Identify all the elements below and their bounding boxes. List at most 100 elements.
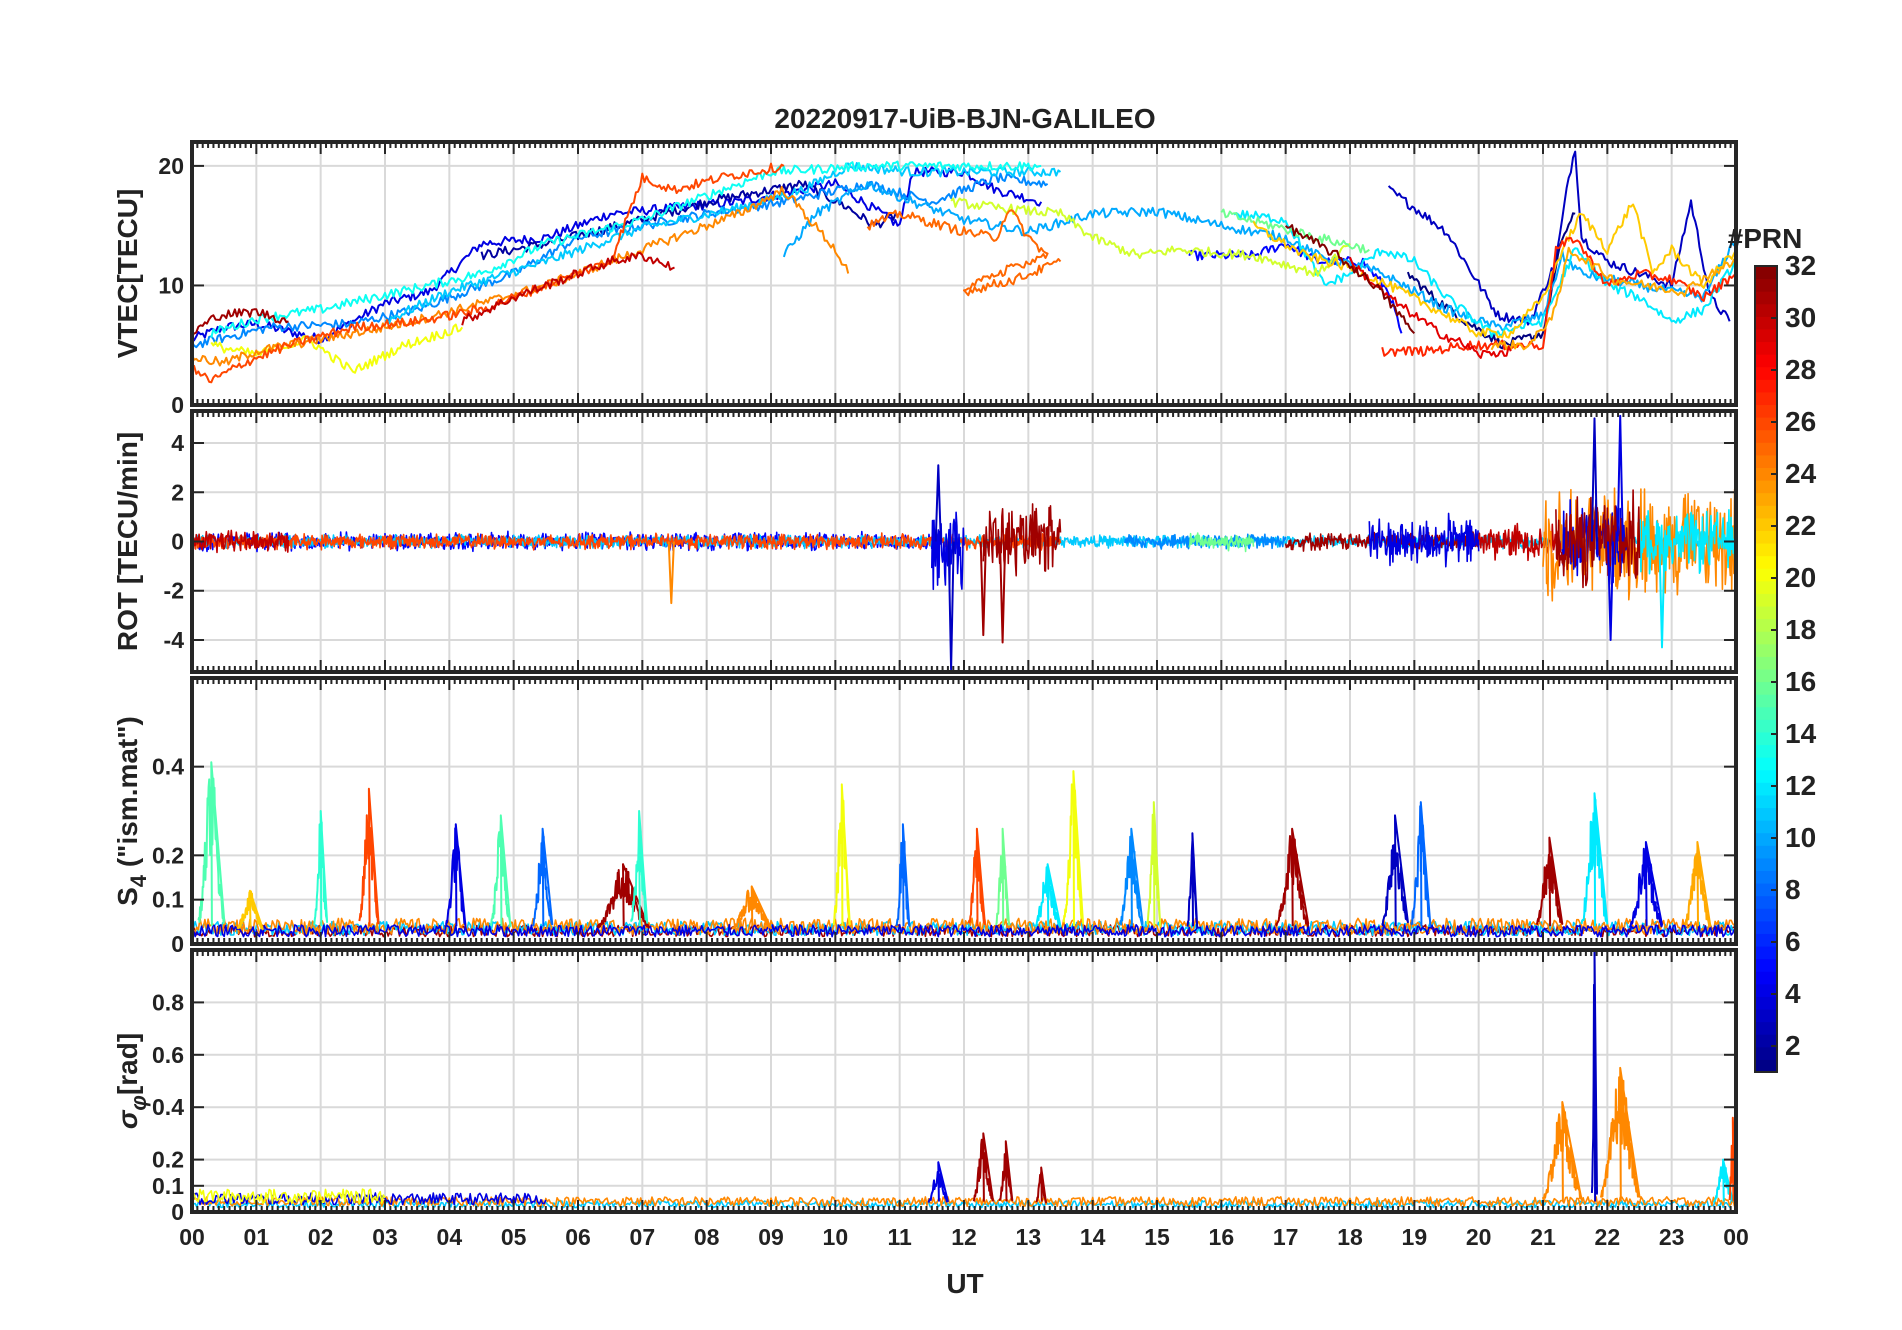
y-tick-label: 0	[171, 392, 184, 418]
x-tick-label: 02	[308, 1224, 334, 1250]
colorbar-segment	[1755, 391, 1777, 406]
colorbar-segment	[1755, 631, 1777, 645]
colorbar-segment	[1755, 266, 1777, 280]
x-tick-label: 01	[244, 1224, 270, 1250]
colorbar-segment	[1755, 794, 1777, 809]
y-tick-label: 0.8	[152, 989, 184, 1015]
colorbar-tick-label: 22	[1785, 510, 1816, 541]
colorbar-segment	[1755, 845, 1777, 859]
x-tick-label: 12	[951, 1224, 977, 1250]
rot-spike-prn-3	[947, 541, 955, 671]
y-tick-label: 0.1	[152, 887, 184, 913]
colorbar-segment	[1755, 354, 1777, 368]
s4-burst-prn-20	[1062, 770, 1084, 927]
colorbar-segment	[1755, 442, 1777, 456]
y-tick-label: 0.6	[152, 1042, 184, 1068]
vtec-series-prn-10	[782, 181, 1736, 332]
x-tick-label: 05	[501, 1224, 527, 1250]
colorbar-segment	[1755, 782, 1777, 796]
colorbar-tick-label: 8	[1785, 874, 1801, 905]
colorbar-segment	[1755, 971, 1777, 985]
colorbar-label: #PRN	[1728, 223, 1803, 254]
rot-spike-prn-4	[1607, 541, 1615, 641]
s4-burst-prn-16	[995, 827, 1010, 927]
colorbar-segment	[1755, 643, 1777, 657]
colorbar-segment	[1755, 366, 1777, 380]
x-tick-label: 03	[372, 1224, 398, 1250]
s4-burst-prn-14	[313, 810, 329, 927]
sigma_phi-burst-prn-31	[1035, 1166, 1047, 1204]
s4-burst-prn-14	[630, 810, 649, 927]
sigma_phi-burst-prn-24	[1599, 1066, 1641, 1202]
s4-burst-prn-20	[832, 783, 851, 927]
colorbar-segment	[1755, 820, 1777, 834]
x-tick-label: 16	[1209, 1224, 1235, 1250]
colorbar-segment	[1755, 1046, 1777, 1060]
colorbar-segment	[1755, 278, 1777, 292]
data-series	[192, 414, 1736, 671]
vtec-series-prn-27	[1381, 237, 1736, 357]
rot-spike-prn-12	[1658, 541, 1666, 649]
y-tick-label: 10	[158, 272, 184, 298]
rot-trace-prn-16	[1188, 532, 1255, 553]
colorbar-segment	[1755, 744, 1777, 758]
x-axis: 00 01 02 03 04 05 06 07 08 09 10 11 12 13 14 15 16 17 18 19…	[179, 1224, 1749, 1250]
sigma_phi-burst-prn-24	[1542, 1101, 1583, 1202]
ticks	[191, 950, 1737, 1213]
x-tick-label: 18	[1337, 1224, 1363, 1250]
vtec-series-prn-11	[384, 162, 1062, 325]
colorbar-segment	[1755, 958, 1777, 972]
colorbar-segment	[1755, 429, 1777, 443]
sigma_phi-baseline-prn-20	[192, 1188, 386, 1204]
colorbar-segment	[1755, 1059, 1777, 1073]
colorbar-tick-label: 14	[1785, 718, 1817, 749]
x-tick-label: 14	[1080, 1224, 1106, 1250]
x-tick-label: 04	[437, 1224, 463, 1250]
panel-sigma_phi: 00.10.20.40.60.8σφ[rad]	[112, 948, 1738, 1225]
colorbar-segment	[1755, 656, 1777, 670]
x-tick-label: 00	[179, 1224, 205, 1250]
x-tick-label: 17	[1273, 1224, 1299, 1250]
y-tick-label: 4	[171, 430, 184, 456]
y-tick-label: 0	[171, 529, 184, 555]
y-tick-label: -4	[164, 627, 185, 653]
s4-burst-prn-26	[358, 787, 380, 927]
colorbar-segment	[1755, 328, 1777, 343]
y-tick-label: -2	[164, 578, 184, 604]
rot-trace-prn-12	[1638, 508, 1736, 575]
x-tick-label: 07	[630, 1224, 656, 1250]
colorbar-segment	[1755, 669, 1777, 683]
colorbar-segment	[1755, 404, 1777, 418]
colorbar-segment	[1755, 505, 1777, 519]
colorbar-tick-label: 30	[1785, 302, 1816, 333]
ticks	[191, 678, 1737, 945]
s4-burst-prn-26	[967, 827, 986, 927]
vtec-series-prn-20	[210, 323, 464, 374]
colorbar-segment	[1755, 454, 1777, 468]
vtec-series-prn-26	[192, 162, 785, 384]
y-tick-label: 0	[171, 931, 184, 957]
ticks	[191, 411, 1737, 672]
vtec-series-prn-24	[192, 186, 850, 367]
colorbar-segment	[1755, 379, 1777, 393]
vtec-series-prn-31	[192, 308, 289, 335]
s4-burst-prn-8	[895, 823, 911, 927]
colorbar-segment	[1755, 719, 1777, 733]
vtec-series-prn-13	[210, 160, 1042, 338]
x-tick-label: 13	[1016, 1224, 1042, 1250]
x-tick-label: 09	[758, 1224, 784, 1250]
y-axis-label-main: σ	[112, 1109, 143, 1129]
vtec-series-prn-29	[1349, 256, 1512, 359]
panel-vtec: 0 10 20 VTEC[TECU]	[112, 140, 1738, 418]
colorbar-segment	[1755, 1034, 1777, 1048]
rot-spike-prn-31	[999, 541, 1007, 644]
vtec-series-prn-22	[1252, 203, 1736, 339]
colorbar-tick-label: 26	[1785, 406, 1816, 437]
colorbar-tick-label: 32	[1785, 250, 1816, 281]
colorbar-segment	[1755, 883, 1777, 897]
colorbar-tick-label: 2	[1785, 1030, 1801, 1061]
sigma_phi-burst-prn-4	[927, 1161, 949, 1203]
y-axis-label-rest: [rad]	[112, 1033, 143, 1095]
